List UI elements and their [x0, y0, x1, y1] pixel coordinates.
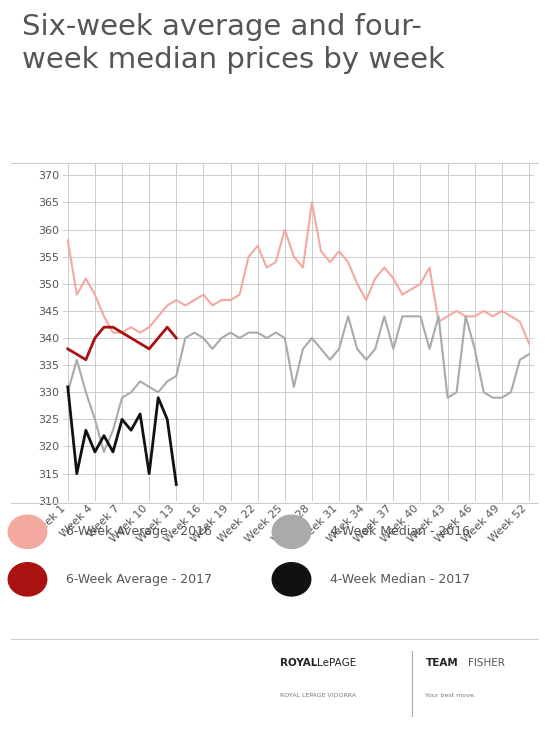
- Text: 4-Week Median - 2016: 4-Week Median - 2016: [330, 526, 470, 538]
- Text: 6-Week Average - 2017: 6-Week Average - 2017: [66, 573, 212, 586]
- Text: FISHER: FISHER: [468, 659, 504, 668]
- Text: 4-Week Median - 2017: 4-Week Median - 2017: [330, 573, 470, 586]
- Ellipse shape: [8, 515, 47, 548]
- Text: TEAM: TEAM: [426, 659, 458, 668]
- Text: Your best move.: Your best move.: [426, 693, 476, 698]
- Ellipse shape: [272, 563, 311, 596]
- Text: 6-Week Average - 2016: 6-Week Average - 2016: [66, 526, 212, 538]
- Ellipse shape: [272, 515, 311, 548]
- Text: LePAGE: LePAGE: [317, 659, 356, 668]
- Ellipse shape: [8, 563, 47, 596]
- Text: Six-week average and four-
week median prices by week: Six-week average and four- week median p…: [22, 13, 445, 75]
- Text: ROYAL LEPAGE VIDORRA: ROYAL LEPAGE VIDORRA: [280, 693, 356, 698]
- Text: ROYAL: ROYAL: [280, 659, 318, 668]
